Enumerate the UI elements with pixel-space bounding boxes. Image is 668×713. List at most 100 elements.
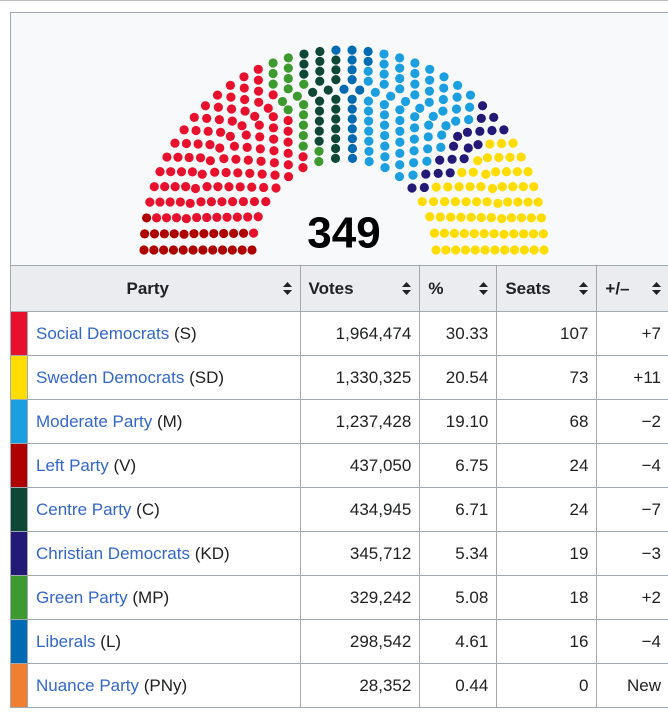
sort-up: [652, 282, 661, 287]
cell-change: −4: [596, 443, 668, 488]
seat-dot: [209, 228, 219, 239]
seat-dot: [471, 197, 482, 207]
seat-dot: [461, 197, 471, 207]
seat-dot: [538, 229, 548, 239]
seat-dot: [254, 97, 264, 107]
seat-dot: [496, 138, 507, 149]
seat-dot: [330, 143, 341, 154]
cell-pct: 5.08: [419, 575, 498, 620]
header-text: +/–: [605, 278, 630, 298]
seat-dot: [347, 45, 357, 55]
party-link[interactable]: Nuance Party: [36, 675, 139, 695]
seat-dot: [477, 101, 488, 111]
header-content: +/–: [605, 279, 661, 299]
seat-dot: [395, 63, 405, 73]
seat-dot: [523, 197, 533, 207]
seat-dot: [422, 156, 432, 166]
seat-dot: [212, 90, 223, 100]
seat-dot: [482, 153, 493, 163]
party-link[interactable]: Moderate Party: [36, 411, 153, 431]
seat-dot: [469, 228, 479, 239]
seat-dot: [155, 167, 165, 177]
seat-dot: [331, 65, 341, 75]
seat-dot: [347, 153, 358, 163]
seat-dot: [380, 152, 390, 162]
cell-votes: 434,945: [299, 487, 421, 532]
seat-dot: [283, 84, 293, 94]
seat-dot: [292, 91, 302, 101]
top-border: [0, 0, 668, 1]
party-row: Centre Party (C) 434,945 6.71 24 −7: [10, 487, 668, 532]
seat-dot: [439, 196, 450, 207]
seat-dot: [476, 113, 486, 124]
seat-dot: [268, 68, 278, 79]
seat-dot: [424, 86, 435, 96]
party-cell: Sweden Democrats (SD): [27, 355, 301, 400]
cell-change: +11: [596, 355, 668, 400]
seat-dot: [409, 158, 419, 168]
header-text: Votes: [308, 278, 354, 298]
seat-dot: [449, 228, 459, 238]
seat-dot: [171, 213, 182, 223]
seat-dot: [423, 144, 433, 154]
sort-icon: [579, 282, 589, 295]
seat-dot: [489, 229, 499, 239]
party-color: [10, 487, 28, 532]
seat-dot: [155, 197, 165, 207]
header-text: %: [428, 278, 444, 298]
diagram-box: 349: [10, 12, 668, 265]
seat-dot: [179, 125, 189, 135]
seat-dot: [379, 69, 389, 79]
seat-dot: [410, 90, 420, 100]
cell-pct: 0.44: [419, 663, 498, 708]
seat-dot: [475, 126, 485, 136]
seat-dot: [497, 182, 507, 192]
seat-dot: [159, 245, 169, 255]
seat-dot: [283, 53, 293, 63]
cell-votes: 1,330,325: [299, 355, 421, 400]
seat-dot: [407, 183, 417, 193]
seat-dot: [347, 94, 357, 104]
party-link[interactable]: Social Democrats: [36, 323, 170, 343]
seat-dot: [460, 245, 471, 255]
seat-dot: [408, 170, 418, 180]
party-link[interactable]: Left Party: [36, 455, 109, 475]
seat-dot: [512, 167, 522, 177]
party-cell: Christian Democrats (KD): [27, 531, 301, 576]
sort-down: [282, 290, 292, 295]
seat-dot: [315, 76, 325, 86]
party-abbr: (PNy): [143, 675, 188, 695]
party-color: [10, 311, 28, 356]
party-cell: Centre Party (C): [27, 487, 301, 532]
party-link[interactable]: Sweden Democrats: [36, 367, 185, 387]
seat-dot: [395, 53, 405, 63]
seat-dot: [145, 197, 155, 207]
seat-dot: [193, 139, 203, 149]
sort-up: [402, 282, 412, 287]
cell-pct: 6.71: [419, 487, 498, 532]
column-header: %: [419, 265, 498, 312]
seat-dot: [298, 152, 308, 162]
party-abbr: (L): [100, 631, 122, 651]
seat-dot: [465, 102, 475, 112]
seat-dot: [425, 64, 435, 74]
seat-dot: [160, 182, 170, 192]
column-header: Party: [10, 265, 301, 312]
party-link[interactable]: Centre Party: [36, 499, 132, 519]
seat-dot: [283, 148, 293, 158]
seat-dot: [529, 182, 539, 192]
seat-dot: [451, 104, 462, 114]
party-link[interactable]: Christian Democrats: [36, 543, 190, 563]
seat-dot: [505, 152, 515, 162]
party-link[interactable]: Liberals: [36, 631, 96, 651]
seat-dot: [446, 212, 456, 222]
seat-dot: [227, 116, 237, 126]
seat-dot: [315, 66, 325, 76]
party-link[interactable]: Green Party: [36, 587, 128, 607]
seat-dot: [513, 197, 523, 207]
seat-dot: [271, 183, 281, 193]
seat-dot: [395, 84, 405, 94]
seat-dot: [479, 229, 489, 239]
seat-dot: [424, 97, 434, 107]
seat-dot: [314, 136, 324, 146]
